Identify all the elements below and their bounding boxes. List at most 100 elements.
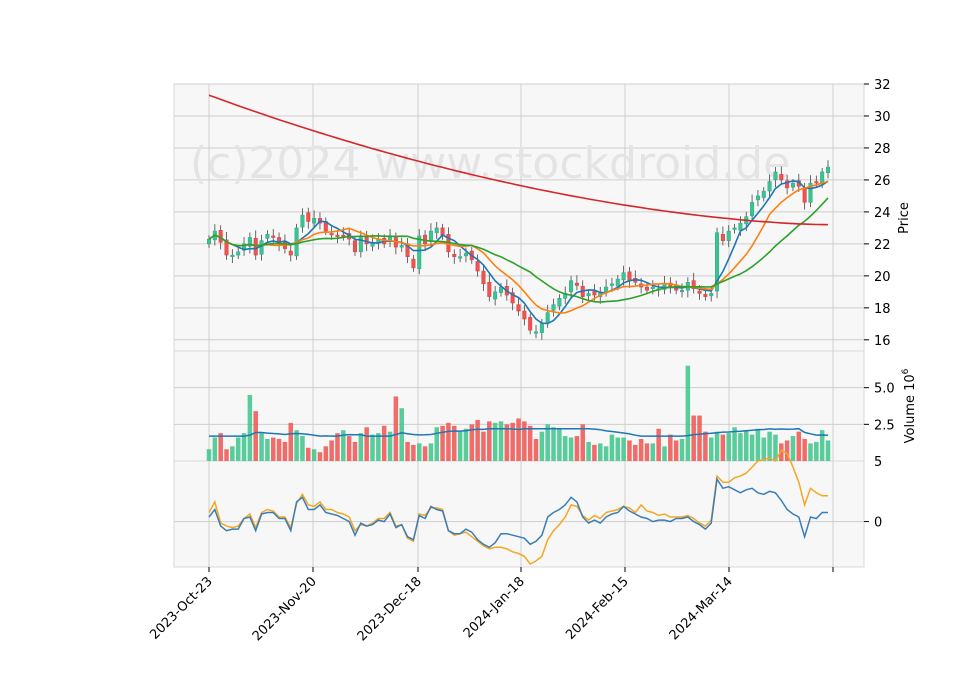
candle-body — [586, 293, 591, 297]
volume-bar — [288, 422, 294, 461]
volume-bar — [621, 437, 626, 461]
candle-body — [522, 310, 527, 320]
price-tick-label: 22 — [874, 238, 891, 253]
candle-body — [259, 240, 264, 255]
candle-body — [609, 283, 614, 286]
candle-body — [569, 280, 574, 293]
volume-bar — [434, 427, 439, 461]
volume-bar — [463, 428, 469, 461]
volume-bar — [598, 443, 603, 461]
candle-body — [487, 282, 492, 297]
volume-bar — [708, 437, 714, 461]
candle-body — [300, 214, 305, 228]
volume-bar — [294, 430, 299, 461]
volume-bar — [691, 415, 696, 461]
candle-body — [615, 278, 620, 287]
candle-body — [236, 251, 241, 256]
candle-body — [271, 235, 276, 238]
volume-bar — [224, 449, 229, 461]
volume-bar — [732, 427, 737, 461]
volume-bar — [411, 444, 416, 461]
price-tick-label: 28 — [874, 142, 891, 157]
volume-bar — [779, 443, 784, 461]
volume-bar — [609, 434, 615, 461]
volume-bar — [241, 433, 247, 461]
price-axis-label: Price — [897, 202, 912, 234]
candle-body — [411, 258, 416, 269]
volume-bar — [662, 446, 667, 461]
volume-bar — [212, 437, 218, 461]
volume-bar — [265, 439, 270, 461]
candle-body — [458, 256, 463, 259]
oscillator-axis-ticks: 0 — [864, 516, 882, 531]
date-tick-label: 2024-Feb-15 — [563, 574, 632, 643]
volume-bars — [206, 365, 831, 461]
candle-body — [802, 187, 807, 203]
volume-bar — [533, 439, 539, 461]
candle-body — [528, 317, 533, 331]
volume-bar — [393, 396, 399, 461]
candle-body — [627, 271, 632, 281]
candle-body — [206, 238, 212, 245]
volume-bar — [685, 365, 691, 461]
volume-bar — [341, 430, 346, 461]
oscillator-tick-label: 0 — [874, 516, 882, 531]
candle-body — [253, 238, 258, 256]
volume-bar — [481, 431, 486, 461]
volume-bar — [697, 415, 702, 461]
candle-body — [720, 234, 725, 241]
volume-bar — [206, 449, 212, 461]
volume-bar — [796, 431, 802, 461]
date-tick-label: 2023-Dec-18 — [355, 574, 425, 644]
date-tick-label: 2024-Jan-18 — [461, 574, 528, 641]
volume-bar — [475, 419, 480, 461]
candle-body — [820, 171, 825, 185]
volume-bottom-tick-label: 5 — [874, 455, 882, 470]
volume-bar — [282, 441, 288, 461]
volume-bar — [580, 424, 585, 461]
volume-bar — [498, 421, 504, 461]
candle-body — [230, 254, 235, 257]
candle-body — [715, 232, 720, 292]
volume-bar — [522, 421, 527, 461]
price-tick-label: 30 — [874, 110, 891, 125]
ma-blue-line — [208, 180, 829, 325]
candle-body — [516, 304, 521, 312]
candle-body — [604, 286, 609, 293]
volume-bar — [230, 446, 235, 461]
volume-axis-label: Volume 106 — [901, 368, 918, 443]
volume-bar — [574, 436, 580, 461]
volume-bar — [440, 425, 445, 461]
candlestick-series — [206, 160, 831, 340]
volume-bar — [638, 439, 644, 461]
volume-bar — [376, 433, 381, 461]
date-tick-label: 2023-Oct-23 — [147, 574, 215, 642]
oscillator-blue-line — [208, 477, 828, 549]
volume-bar — [755, 428, 761, 461]
volume-bar — [633, 444, 638, 461]
volume-bar — [703, 431, 708, 461]
candle-body — [510, 292, 515, 304]
candle-body — [545, 312, 550, 324]
candle-body — [779, 174, 784, 181]
candle-body — [265, 234, 270, 239]
volume-bar — [656, 428, 661, 461]
candle-body — [755, 195, 760, 201]
candle-body — [224, 239, 229, 256]
candle-body — [335, 234, 340, 237]
volume-bar — [802, 439, 807, 461]
date-axis-ticks: 2023-Oct-23 2023-Nov-20 2023-Dec-18 2024-Ja… — [147, 567, 834, 644]
volume-bar — [253, 411, 258, 461]
candle-body — [650, 286, 655, 289]
volume-bar — [416, 443, 422, 461]
volume-bar — [492, 422, 498, 461]
candle-body — [750, 202, 755, 217]
volume-bar — [276, 439, 282, 461]
candle-body — [767, 181, 772, 192]
candle-body — [306, 212, 311, 222]
volume-bar — [457, 431, 463, 461]
candle-body — [773, 171, 778, 181]
price-tick-label: 20 — [874, 270, 891, 285]
watermark: (c)2024 www.stockdroid.de — [190, 138, 790, 189]
volume-bar — [551, 427, 556, 461]
